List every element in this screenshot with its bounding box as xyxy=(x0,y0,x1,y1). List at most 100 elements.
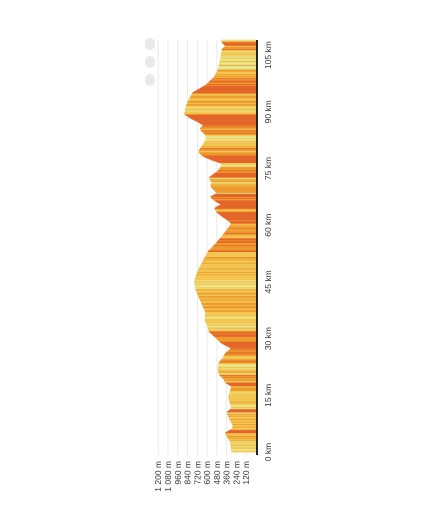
profile-segment xyxy=(188,99,256,101)
profile-segment xyxy=(202,305,256,307)
profile-segment xyxy=(224,353,256,355)
profile-segment xyxy=(225,382,256,384)
profile-segment xyxy=(215,72,256,75)
profile-segment xyxy=(232,425,256,427)
profile-segment xyxy=(205,84,256,86)
profile-segment xyxy=(227,436,256,438)
profile-segment xyxy=(198,295,256,297)
profile-segment xyxy=(230,405,256,407)
profile-segment xyxy=(184,113,256,115)
profile-segment xyxy=(202,145,256,147)
profile-segment xyxy=(204,140,256,143)
profile-segment xyxy=(218,239,256,242)
profile-segment xyxy=(227,228,256,230)
profile-segment xyxy=(194,284,256,286)
profile-segment xyxy=(184,111,256,114)
profile-segment xyxy=(185,107,256,109)
profile-segment xyxy=(218,213,256,215)
profile-segment xyxy=(229,393,256,396)
profile-segment xyxy=(215,206,256,208)
profile-segment xyxy=(226,229,256,231)
profile-segment xyxy=(213,194,256,196)
profile-segment xyxy=(218,67,256,70)
profile-segment xyxy=(215,190,256,193)
profile-segment xyxy=(219,61,256,64)
profile-segment xyxy=(200,127,256,129)
profile-segment xyxy=(203,307,256,309)
profile-segment xyxy=(228,397,256,399)
profile-segment xyxy=(202,124,256,126)
profile-segment xyxy=(188,98,256,100)
profile-segment xyxy=(214,172,256,174)
profile-segment xyxy=(210,79,256,81)
profile-segment xyxy=(206,323,256,326)
profile-segment xyxy=(206,83,256,85)
profile-segment xyxy=(231,427,256,430)
profile-segment xyxy=(199,87,256,90)
profile-segment xyxy=(205,315,256,317)
profile-segment xyxy=(224,44,256,46)
map-control-3-icon[interactable] xyxy=(145,74,155,86)
profile-segment xyxy=(205,138,256,140)
profile-segment xyxy=(226,431,256,433)
profile-segment xyxy=(211,247,256,249)
profile-segment xyxy=(194,91,256,93)
profile-segment xyxy=(196,272,256,274)
profile-segment xyxy=(215,210,256,212)
profile-segment xyxy=(209,81,256,83)
profile-segment xyxy=(220,342,256,344)
map-control-2-icon[interactable] xyxy=(145,56,155,68)
profile-segment xyxy=(230,442,256,445)
profile-segment xyxy=(218,371,256,373)
map-control-1-icon[interactable] xyxy=(145,38,155,50)
profile-segment xyxy=(211,181,256,183)
profile-segment xyxy=(219,168,256,170)
profile-segment xyxy=(219,238,256,240)
distance-tick-label: 15 km xyxy=(263,384,273,407)
profile-segment xyxy=(221,52,256,54)
profile-segment xyxy=(210,184,256,186)
profile-segment xyxy=(229,392,256,395)
profile-segment xyxy=(203,259,256,262)
profile-segment xyxy=(210,180,256,182)
profile-segment xyxy=(218,66,256,69)
profile-segment xyxy=(206,323,256,325)
profile-segment xyxy=(190,117,256,119)
profile-segment xyxy=(191,93,256,95)
profile-segment xyxy=(215,337,256,339)
profile-segment xyxy=(192,91,256,94)
profile-segment xyxy=(216,241,256,243)
profile-segment xyxy=(218,363,256,365)
distance-tick-label: 60 km xyxy=(263,214,273,237)
profile-segment xyxy=(204,257,256,259)
profile-segment xyxy=(201,123,256,125)
profile-segment xyxy=(218,169,256,171)
distance-tick-labels: 0 km 15 km 30 km 45 km 60 km 75 km 90 km 105 km xyxy=(263,41,273,461)
profile-segment xyxy=(205,137,256,139)
profile-segment xyxy=(228,417,256,419)
profile-segment xyxy=(195,287,256,289)
profile-segment xyxy=(228,397,256,400)
profile-segment xyxy=(205,139,256,141)
profile-segment xyxy=(197,294,256,296)
profile-segment xyxy=(205,255,256,257)
profile-segment xyxy=(198,296,256,298)
profile-segment xyxy=(187,116,256,118)
profile-segment xyxy=(215,243,256,245)
profile-segment xyxy=(210,185,256,188)
profile-segment xyxy=(220,39,256,41)
profile-segment xyxy=(216,211,256,213)
profile-segment xyxy=(219,373,256,376)
profile-segment xyxy=(229,384,256,386)
profile-segment xyxy=(211,186,256,188)
profile-segment xyxy=(219,59,256,61)
profile-segment xyxy=(230,222,256,224)
profile-segment xyxy=(194,279,256,282)
profile-segment xyxy=(211,180,256,183)
profile-segment xyxy=(209,178,256,180)
profile-segment xyxy=(212,245,256,248)
profile-segment xyxy=(220,165,256,168)
distance-tick-label: 105 km xyxy=(263,41,273,69)
profile-segment xyxy=(194,282,256,284)
profile-segment xyxy=(226,411,256,413)
